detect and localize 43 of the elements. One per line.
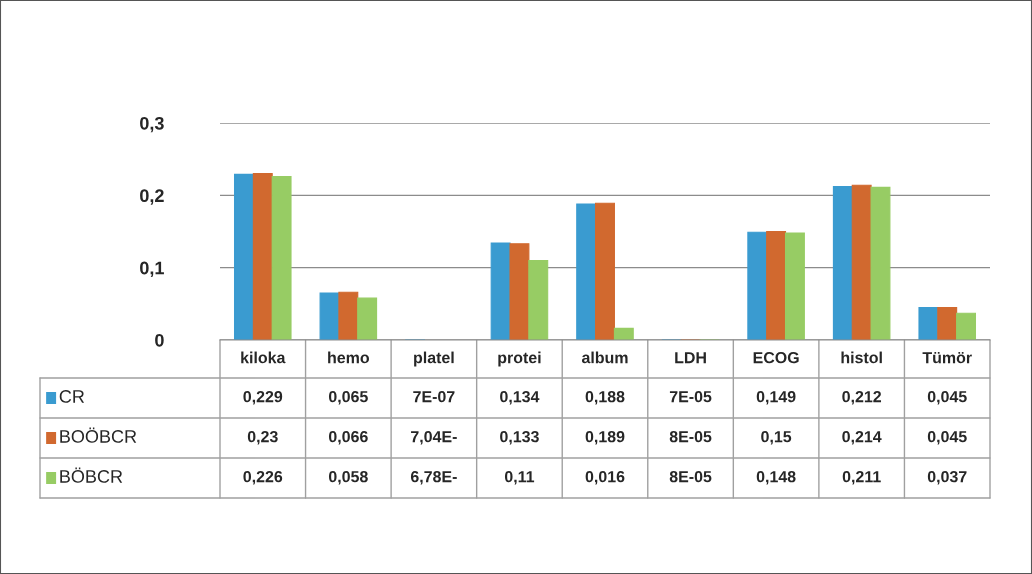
data-label: 0,11: [504, 470, 535, 485]
data-label: 0,037: [927, 470, 967, 485]
data-label: 0,214: [842, 430, 882, 445]
data-label: 0,134: [500, 390, 540, 405]
data-label: 0,15: [761, 430, 792, 445]
data-label: 8E-05: [669, 470, 712, 483]
x-tick-label: hemo: [328, 351, 370, 364]
data-label: 0,058: [328, 470, 368, 485]
y-tick-label: 0,3: [140, 116, 164, 133]
data-label: 0,066: [328, 430, 368, 445]
y-tick-label: 0,1: [140, 261, 164, 277]
legend-label: BOÖBCR: [60, 427, 137, 443]
data-label: 0,149: [756, 390, 796, 405]
data-label: 0,133: [500, 430, 539, 445]
x-tick-label: LDH: [675, 352, 706, 364]
text: 7,04E-: [411, 430, 457, 445]
data-label: 0,212: [842, 390, 882, 405]
data-label: 0,065: [328, 390, 368, 405]
data-label: 7E-07: [413, 390, 455, 403]
x-tick-label: album: [581, 351, 628, 364]
x-tick-label: kiloka: [241, 351, 286, 364]
x-tick-label: protei: [498, 351, 541, 367]
x-tick-label: histol: [841, 351, 882, 364]
data-label: 0,016: [585, 470, 625, 485]
data-label: 0,189: [585, 430, 625, 445]
data-label: 0,211: [842, 470, 881, 485]
data-label: 8E-05: [669, 430, 712, 443]
data-label: 0,188: [585, 390, 625, 405]
y-tick-label: 0: [155, 333, 164, 347]
data-label: 0,148: [756, 470, 796, 485]
data-label: 7E-05: [669, 390, 712, 403]
x-tick-label: ECOG: [753, 351, 799, 364]
data-label: 0,045: [927, 390, 967, 405]
text: 6,78E-: [410, 470, 457, 485]
data-label: 0,226: [243, 470, 283, 485]
legend-label: CR: [59, 390, 85, 403]
x-tick-label: Tümör: [922, 352, 972, 364]
data-label: 0,23: [247, 430, 278, 445]
data-label: 0,229: [243, 390, 283, 405]
x-tick-label: platel: [414, 351, 454, 367]
data-label: 0,045: [927, 430, 967, 445]
y-tick-label: 0,2: [140, 189, 164, 205]
legend-label: BÖBCR: [60, 467, 123, 483]
